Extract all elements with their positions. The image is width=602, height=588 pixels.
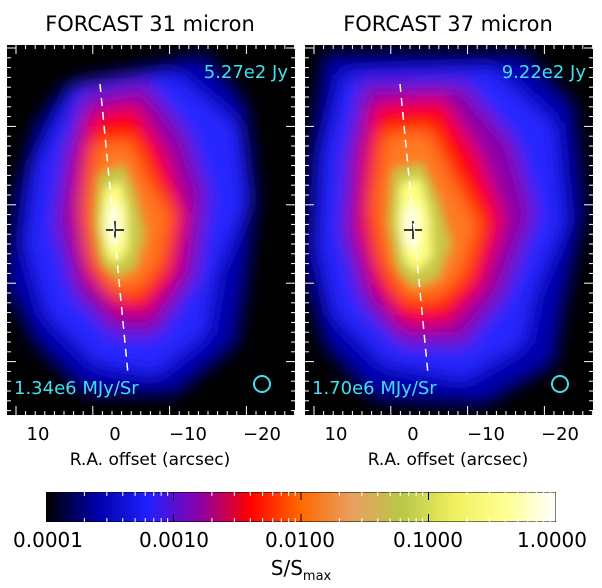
panel-2-xtick: 0 (407, 424, 419, 445)
panel-1-xtick: −10 (169, 424, 207, 445)
panel-1-total-flux: 5.27e2 Jy (204, 62, 289, 83)
panel-2-xtick: −10 (467, 424, 505, 445)
panel-1-image: 5.27e2 Jy 1.34e6 MJy/Sr (6, 44, 296, 416)
colorbar-title: S/Smax (0, 556, 602, 584)
panel-1-xtick: 0 (109, 424, 121, 445)
colorbar-tick-label: 1.0000 (517, 528, 587, 552)
panel-1-frame-ticks (6, 44, 296, 416)
colorbar-gradient (45, 491, 557, 523)
panel-2-beam-circle (551, 375, 569, 393)
panel-1-xlabel: R.A. offset (arcsec) (69, 450, 231, 470)
panel-1-axis-line (99, 83, 129, 375)
panel-2-xtick: 10 (324, 424, 348, 445)
colorbar-title-main: S/S (270, 556, 303, 580)
panel-2-total-flux: 9.22e2 Jy (502, 62, 587, 83)
panel-1-xtick: 10 (26, 424, 50, 445)
colorbar-tick-label: 0.0001 (13, 528, 83, 552)
colorbar (45, 491, 557, 523)
panel-2-title: FORCAST 37 micron (343, 12, 553, 36)
panel-2-image: 9.22e2 Jy 1.70e6 MJy/Sr (304, 44, 594, 416)
panel-1-xtick: −20 (243, 424, 281, 445)
panel-2-xlabel: R.A. offset (arcsec) (367, 450, 529, 470)
frame-ticks (304, 44, 594, 416)
panel-2-axis-line (399, 83, 429, 375)
colorbar-title-sub: max (302, 569, 332, 584)
panel-1-title: FORCAST 31 micron (45, 12, 255, 36)
panel-2-xtick: −20 (541, 424, 579, 445)
panel-2-peak-intensity: 1.70e6 MJy/Sr (312, 378, 437, 399)
colorbar-tick-label: 0.1000 (393, 528, 463, 552)
panel-1-beam-circle (253, 375, 271, 393)
panel-1-peak-intensity: 1.34e6 MJy/Sr (14, 378, 139, 399)
frame-ticks (6, 44, 296, 416)
panel-1-crosshair (106, 221, 124, 239)
colorbar-tick-label: 0.0010 (139, 528, 209, 552)
colorbar-tick-label: 0.0100 (265, 528, 335, 552)
